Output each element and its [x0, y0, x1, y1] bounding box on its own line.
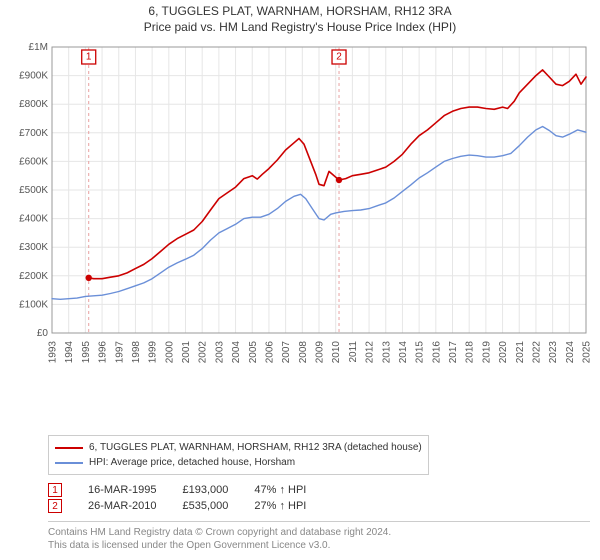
svg-text:1999: 1999	[148, 341, 159, 364]
svg-text:2024: 2024	[565, 341, 576, 364]
svg-text:£300K: £300K	[19, 242, 48, 253]
svg-text:2003: 2003	[214, 341, 225, 364]
transaction-delta: 27% ↑ HPI	[254, 500, 306, 512]
chart-svg: £0 £100K £200K £300K £400K £500K £600K £700K £80…	[8, 39, 592, 379]
svg-text:£100K: £100K	[19, 300, 48, 311]
svg-text:2001: 2001	[181, 341, 192, 364]
svg-text:2015: 2015	[415, 341, 426, 364]
svg-text:£200K: £200K	[19, 271, 48, 282]
svg-text:£600K: £600K	[19, 157, 48, 168]
svg-text:2023: 2023	[548, 341, 559, 364]
legend-label: 6, TUGGLES PLAT, WARNHAM, HORSHAM, RH12 …	[89, 440, 422, 455]
marker-badge: 1	[48, 483, 62, 497]
legend-swatch	[55, 462, 83, 464]
footer-line: Contains HM Land Registry data © Crown c…	[48, 526, 590, 539]
transaction-rows: 1 16-MAR-1995 £193,000 47% ↑ HPI 2 26-MA…	[48, 481, 592, 515]
svg-text:2018: 2018	[465, 341, 476, 364]
svg-text:£700K: £700K	[19, 128, 48, 139]
container: 6, TUGGLES PLAT, WARNHAM, HORSHAM, RH12 …	[0, 0, 600, 560]
svg-text:2025: 2025	[582, 341, 593, 364]
svg-text:£500K: £500K	[19, 185, 48, 196]
transaction-price: £535,000	[182, 500, 228, 512]
title-main: 6, TUGGLES PLAT, WARNHAM, HORSHAM, RH12 …	[8, 4, 592, 20]
svg-text:2000: 2000	[164, 341, 175, 364]
svg-text:2006: 2006	[264, 341, 275, 364]
svg-text:2008: 2008	[298, 341, 309, 364]
svg-text:1996: 1996	[98, 341, 109, 364]
transaction-row: 2 26-MAR-2010 £535,000 27% ↑ HPI	[48, 499, 592, 513]
svg-text:£900K: £900K	[19, 71, 48, 82]
chart-area: £0 £100K £200K £300K £400K £500K £600K £700K £80…	[8, 39, 592, 431]
legend-label: HPI: Average price, detached house, Hors…	[89, 455, 295, 470]
svg-text:£400K: £400K	[19, 214, 48, 225]
legend: 6, TUGGLES PLAT, WARNHAM, HORSHAM, RH12 …	[48, 435, 429, 475]
svg-text:2019: 2019	[481, 341, 492, 364]
svg-text:2004: 2004	[231, 341, 242, 364]
footer-line: This data is licensed under the Open Gov…	[48, 539, 590, 552]
svg-text:2014: 2014	[398, 341, 409, 364]
footer: Contains HM Land Registry data © Crown c…	[48, 521, 590, 552]
transaction-delta: 47% ↑ HPI	[254, 484, 306, 496]
svg-text:£800K: £800K	[19, 99, 48, 110]
svg-text:2017: 2017	[448, 341, 459, 364]
svg-text:2020: 2020	[498, 341, 509, 364]
legend-item: 6, TUGGLES PLAT, WARNHAM, HORSHAM, RH12 …	[55, 440, 422, 455]
svg-text:2012: 2012	[365, 341, 376, 364]
transaction-row: 1 16-MAR-1995 £193,000 47% ↑ HPI	[48, 483, 592, 497]
transaction-price: £193,000	[182, 484, 228, 496]
svg-text:£1M: £1M	[29, 42, 48, 53]
svg-text:2002: 2002	[198, 341, 209, 364]
legend-item: HPI: Average price, detached house, Hors…	[55, 455, 422, 470]
svg-text:1997: 1997	[114, 341, 125, 364]
svg-text:2010: 2010	[331, 341, 342, 364]
svg-text:2013: 2013	[381, 341, 392, 364]
svg-text:2: 2	[336, 52, 342, 63]
svg-text:1: 1	[86, 52, 92, 63]
svg-text:2009: 2009	[315, 341, 326, 364]
title-sub: Price paid vs. HM Land Registry's House …	[8, 20, 592, 36]
svg-text:1998: 1998	[131, 341, 142, 364]
svg-text:1995: 1995	[81, 341, 92, 364]
svg-text:1994: 1994	[64, 341, 75, 364]
marker-badge: 2	[48, 499, 62, 513]
svg-text:2011: 2011	[348, 341, 359, 363]
svg-text:2005: 2005	[248, 341, 259, 364]
transaction-date: 16-MAR-1995	[88, 484, 156, 496]
svg-text:1993: 1993	[48, 341, 59, 364]
svg-text:2007: 2007	[281, 341, 292, 364]
svg-text:2016: 2016	[431, 341, 442, 364]
legend-swatch	[55, 447, 83, 449]
svg-text:2022: 2022	[531, 341, 542, 364]
svg-text:2021: 2021	[515, 341, 526, 364]
transaction-date: 26-MAR-2010	[88, 500, 156, 512]
titles: 6, TUGGLES PLAT, WARNHAM, HORSHAM, RH12 …	[8, 4, 592, 39]
svg-text:£0: £0	[37, 328, 49, 339]
